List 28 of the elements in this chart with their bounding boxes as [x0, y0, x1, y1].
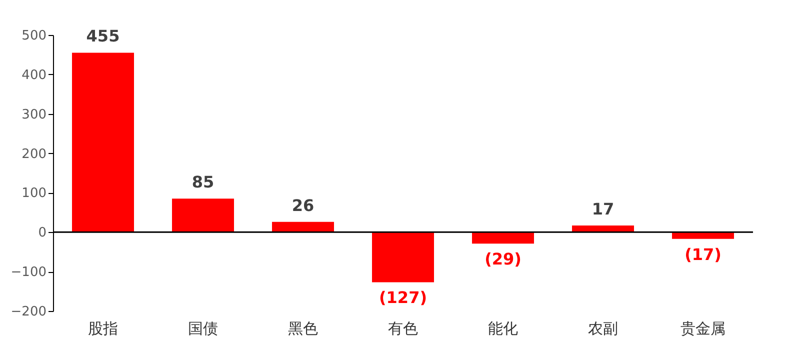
bar [272, 222, 334, 232]
y-tick-label: 400 [22, 68, 46, 83]
data-label: 85 [192, 172, 214, 192]
data-label: 26 [292, 196, 314, 215]
x-tick-label: 能化 [488, 320, 518, 338]
y-tick-label: −100 [10, 265, 46, 280]
x-tick-label: 贵金属 [680, 320, 726, 338]
x-tick-label: 有色 [388, 320, 418, 338]
bar [372, 232, 434, 282]
bar [572, 225, 634, 232]
bar [472, 232, 534, 244]
y-tick-label: 0 [38, 226, 46, 241]
y-tick-label: 500 [22, 28, 46, 44]
y-tick-label: 300 [22, 107, 46, 122]
y-tick-label: −200 [10, 304, 46, 320]
x-tick-label: 股指 [88, 320, 118, 338]
y-tick-label: 200 [22, 146, 46, 162]
data-label: 17 [592, 199, 614, 218]
data-label: 455 [86, 26, 120, 46]
x-tick-label: 国债 [188, 320, 218, 338]
x-tick-label: 农副 [588, 320, 618, 338]
x-tick-label: 黑色 [288, 320, 318, 338]
data-label: (17) [684, 244, 722, 264]
data-label: (29) [484, 250, 522, 269]
data-label: (127) [378, 288, 428, 308]
y-tick-label: 100 [22, 186, 46, 202]
bar [172, 198, 234, 232]
bar [72, 52, 134, 232]
